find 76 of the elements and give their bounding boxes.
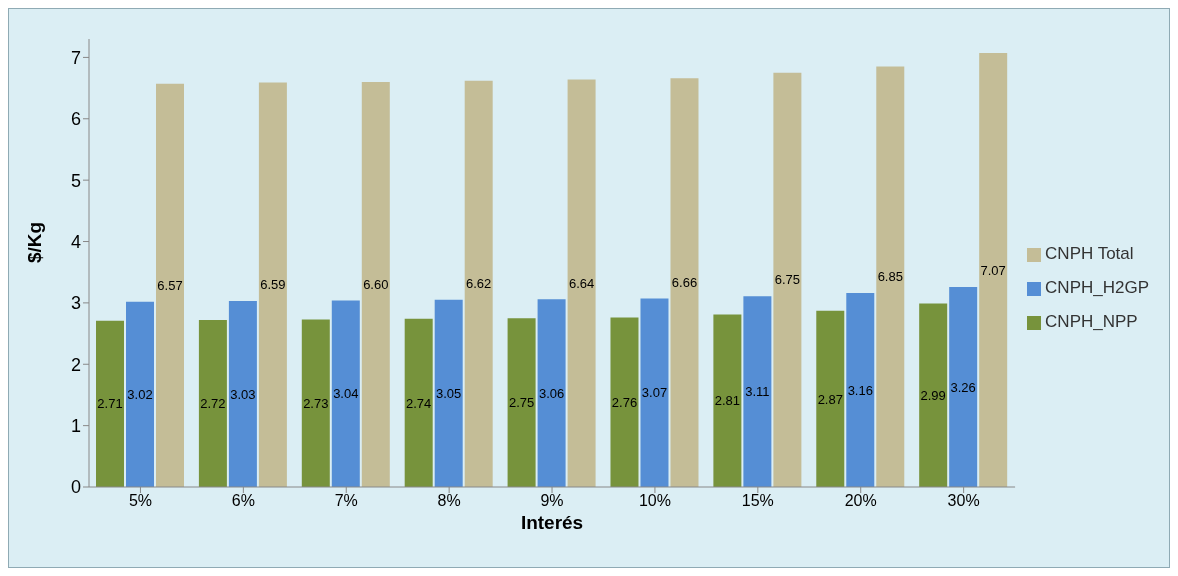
x-tick-label: 5% [128, 492, 153, 510]
legend-label: CNPH_NPP [1045, 312, 1138, 331]
data-label: 2.75 [508, 395, 535, 411]
bar [96, 320, 124, 487]
bar [919, 303, 948, 487]
bar [816, 310, 845, 487]
y-tick-label: 3 [70, 293, 81, 314]
x-tick-label: 6% [231, 492, 255, 510]
bar [567, 79, 596, 487]
bar [876, 66, 905, 487]
data-label: 2.73 [303, 395, 329, 411]
data-label: 3.11 [745, 384, 770, 400]
legend-label: CNPH Total [1045, 244, 1134, 263]
bar [404, 318, 433, 487]
bar [670, 78, 699, 487]
bar [156, 83, 184, 487]
y-tick-label: 2 [70, 354, 81, 375]
data-label: 3.16 [847, 382, 873, 398]
data-label: 3.04 [333, 386, 359, 402]
bar [198, 320, 227, 487]
data-label: 2.99 [920, 387, 946, 403]
x-tick-label: 30% [947, 492, 980, 510]
bar [464, 80, 493, 487]
data-label: 2.81 [714, 393, 741, 409]
data-label: 6.62 [466, 276, 492, 292]
bar [743, 296, 772, 487]
data-label: 3.03 [230, 386, 256, 402]
x-tick-label: 15% [741, 492, 774, 510]
x-tick-label: 7% [334, 492, 358, 510]
data-label: 3.02 [127, 386, 153, 402]
y-tick-label: 5 [70, 170, 81, 191]
bar [713, 314, 742, 487]
bar [773, 72, 802, 487]
bar [331, 300, 360, 487]
data-label: 7.07 [980, 262, 1006, 278]
data-label: 2.72 [200, 396, 226, 412]
data-label: 2.74 [406, 395, 432, 411]
y-tick-label: 4 [70, 231, 81, 252]
data-label: 6.66 [671, 275, 698, 291]
data-label: 3.05 [436, 386, 462, 402]
x-tick-label: 9% [540, 492, 564, 510]
bar [258, 82, 287, 487]
bar [537, 299, 566, 487]
bar [301, 319, 330, 487]
data-label: 2.87 [817, 391, 843, 407]
data-label: 6.75 [774, 272, 801, 288]
data-label: 6.59 [260, 277, 286, 293]
y-tick-label: 7 [70, 47, 81, 68]
data-label: 6.64 [568, 275, 595, 291]
data-label: 3.26 [950, 379, 976, 395]
data-label: 6.60 [363, 276, 389, 292]
bar [949, 286, 978, 487]
legend-label: CNPH_H2GP [1045, 278, 1149, 297]
data-label: 3.07 [641, 385, 668, 401]
bar [610, 317, 639, 487]
data-label: 2.76 [611, 394, 638, 410]
x-tick-label: 20% [844, 492, 877, 510]
bar [640, 298, 669, 487]
data-label: 2.71 [97, 396, 123, 412]
data-label: 6.85 [877, 269, 903, 285]
y-tick-label: 6 [70, 109, 81, 130]
y-tick-label: 0 [70, 477, 81, 498]
x-tick-label: 10% [638, 492, 671, 510]
bar [228, 301, 257, 487]
x-tick-label: 8% [437, 492, 461, 510]
y-axis-title: $/Kg [23, 221, 45, 263]
bar [846, 293, 875, 487]
data-label: 6.57 [157, 277, 183, 293]
x-axis-title: Interés [520, 512, 584, 533]
y-tick-label: 1 [70, 416, 81, 437]
bar [361, 81, 390, 487]
bar [507, 318, 536, 487]
bar [434, 299, 463, 487]
bar [979, 53, 1008, 487]
data-label: 3.06 [538, 385, 565, 401]
bar [126, 301, 154, 487]
